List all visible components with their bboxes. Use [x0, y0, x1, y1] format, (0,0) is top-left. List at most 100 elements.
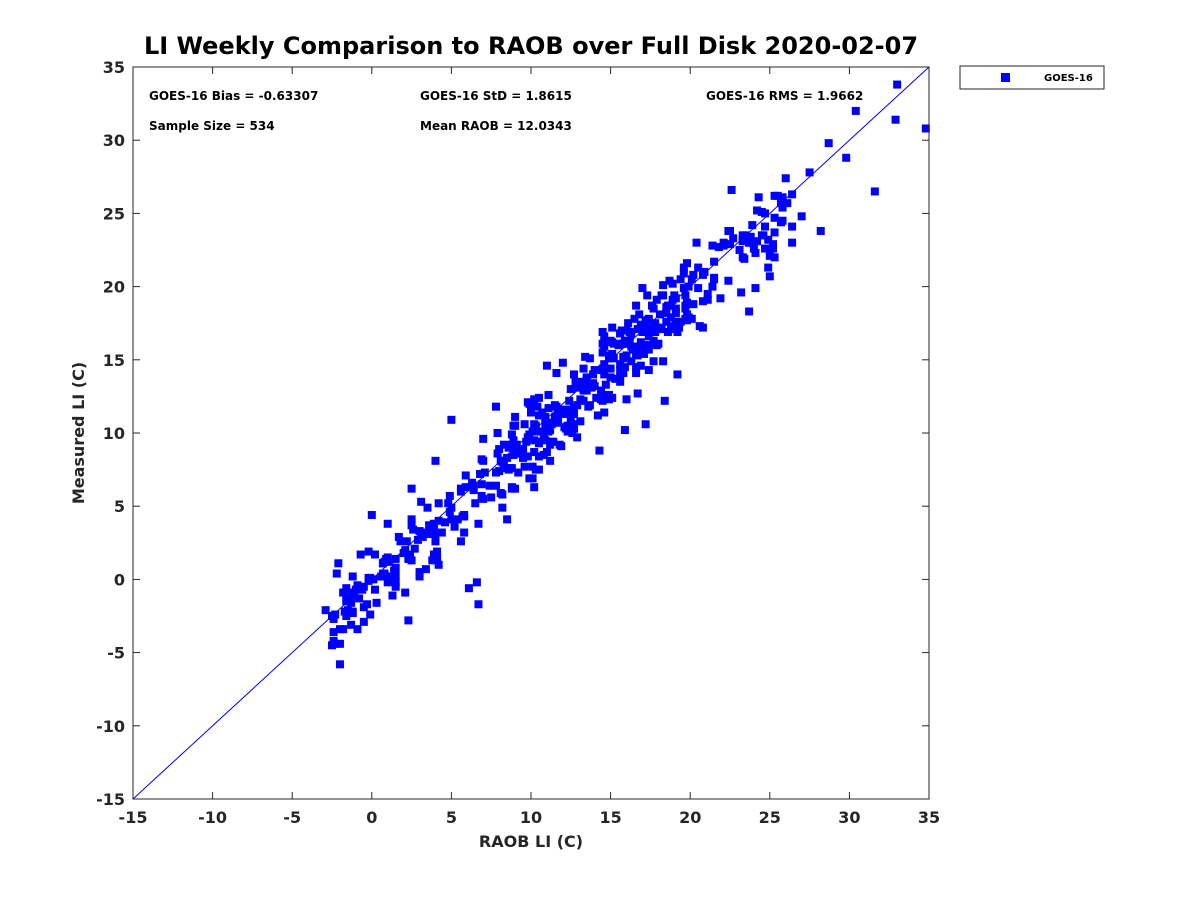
data-point	[566, 414, 575, 423]
data-point	[824, 139, 833, 148]
data-point	[569, 370, 578, 379]
data-point	[619, 339, 628, 348]
data-point	[679, 263, 688, 272]
data-point	[523, 452, 532, 461]
data-point	[491, 468, 500, 477]
data-point	[534, 465, 543, 474]
data-point	[638, 327, 647, 336]
data-point	[660, 396, 669, 405]
data-point	[764, 235, 773, 244]
data-point	[783, 199, 792, 208]
data-point	[334, 559, 343, 568]
data-point	[644, 314, 653, 323]
data-point	[698, 297, 707, 306]
data-point	[681, 314, 690, 323]
data-point	[418, 532, 427, 541]
data-point	[538, 408, 547, 417]
legend-marker	[1001, 73, 1010, 82]
data-point	[745, 307, 754, 316]
data-point	[598, 396, 607, 405]
data-point	[644, 332, 653, 341]
data-point	[649, 304, 658, 313]
legend: GOES-16	[959, 65, 1105, 90]
data-point	[746, 232, 755, 241]
x-tick-label: 5	[446, 808, 457, 827]
data-point	[589, 370, 598, 379]
data-point	[498, 458, 507, 467]
data-point	[511, 421, 520, 430]
data-point	[676, 275, 685, 284]
data-point	[703, 289, 712, 298]
data-point	[557, 442, 566, 451]
data-point	[479, 494, 488, 503]
y-tick-label: 0	[114, 570, 125, 589]
x-axis-label: RAOB LI (C)	[479, 832, 583, 851]
data-point	[353, 625, 362, 634]
data-point	[764, 263, 773, 272]
data-point	[335, 639, 344, 648]
data-point	[378, 559, 387, 568]
data-point	[445, 491, 454, 500]
data-point	[534, 452, 543, 461]
data-point	[569, 424, 578, 433]
data-point	[625, 327, 634, 336]
data-point	[695, 322, 704, 331]
data-point	[536, 427, 545, 436]
data-point	[503, 453, 512, 462]
data-point	[512, 440, 521, 449]
data-point	[563, 427, 572, 436]
data-point	[350, 591, 359, 600]
data-point	[605, 395, 614, 404]
data-point	[668, 279, 677, 288]
data-point	[469, 481, 478, 490]
data-point	[657, 325, 666, 334]
data-point	[431, 456, 440, 465]
data-point	[498, 503, 507, 512]
data-point	[456, 537, 465, 546]
data-point	[407, 515, 416, 524]
data-point	[710, 275, 719, 284]
data-point	[504, 443, 513, 452]
data-point	[754, 193, 763, 202]
data-point	[643, 291, 652, 300]
data-point	[558, 358, 567, 367]
data-point	[640, 349, 649, 358]
data-point	[366, 573, 375, 582]
data-point	[342, 612, 351, 620]
data-point	[568, 429, 577, 437]
data-point	[633, 342, 642, 351]
x-tick-label: 35	[918, 808, 940, 827]
data-point	[608, 349, 617, 358]
data-point	[816, 226, 825, 235]
data-point	[708, 282, 717, 291]
chart-title: LI Weekly Comparison to RAOB over Full D…	[144, 32, 918, 60]
data-point	[563, 409, 572, 418]
data-point	[339, 588, 348, 597]
data-point	[328, 612, 336, 620]
data-point	[487, 493, 496, 502]
data-point	[600, 332, 609, 341]
data-point	[461, 471, 470, 480]
data-point	[598, 364, 607, 373]
data-point	[530, 436, 539, 445]
data-point	[402, 537, 411, 546]
data-point	[636, 361, 645, 370]
data-point	[394, 532, 403, 541]
data-point	[431, 537, 440, 546]
data-point	[469, 486, 478, 495]
data-point	[788, 222, 797, 231]
data-point	[542, 361, 551, 370]
data-point	[724, 226, 733, 235]
data-point	[703, 295, 712, 304]
data-point	[644, 341, 653, 350]
data-point	[593, 411, 602, 420]
data-point	[687, 275, 696, 284]
x-tick-labels: -15 -10 -5 0 5 10 15 20 25 30 35	[119, 808, 941, 827]
data-point	[417, 528, 426, 537]
data-point	[759, 231, 768, 240]
data-point	[491, 481, 500, 490]
data-point	[616, 377, 625, 386]
data-point	[499, 440, 508, 449]
data-point	[479, 456, 488, 465]
data-point	[587, 383, 596, 392]
